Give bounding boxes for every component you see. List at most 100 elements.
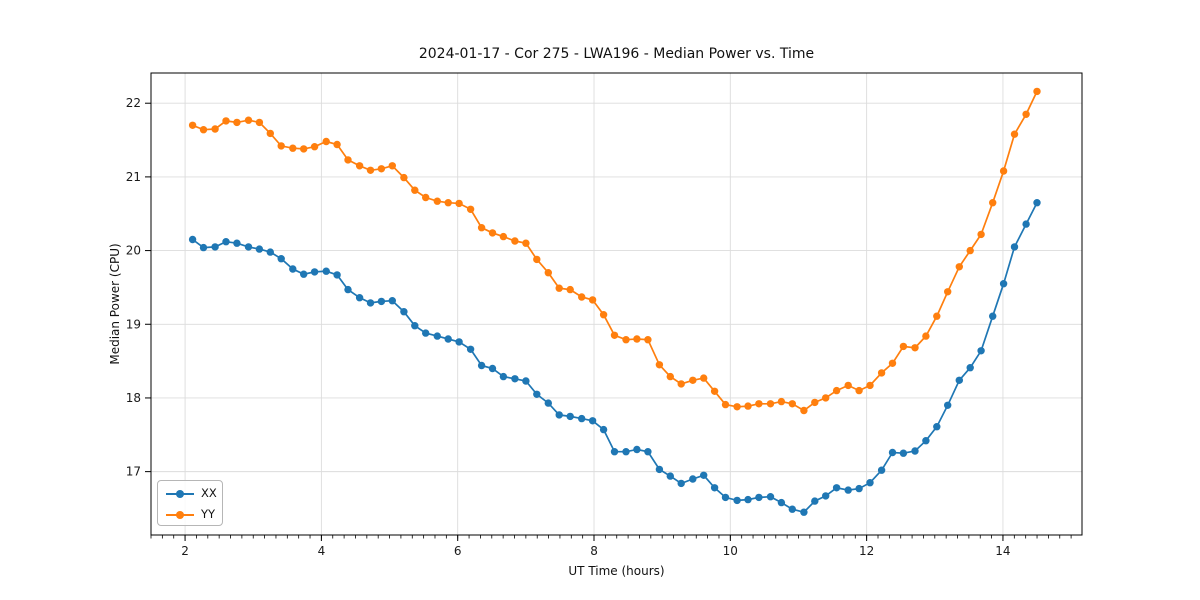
data-point-xx-44 (677, 479, 685, 488)
data-point-yy-49 (733, 403, 741, 411)
data-point-xx-35 (578, 414, 586, 423)
data-point-xx-62 (877, 466, 886, 474)
data-point-yy-18 (388, 162, 396, 170)
data-point-xx-47 (710, 484, 719, 492)
data-point-xx-58 (832, 484, 841, 492)
data-point-yy-12 (322, 137, 330, 146)
data-point-yy-36 (588, 296, 597, 304)
legend-swatch-yy (166, 510, 194, 520)
data-point-yy-61 (866, 381, 874, 390)
data-point-xx-12 (322, 267, 330, 275)
data-point-yy-76 (1033, 87, 1041, 96)
data-point-yy-33 (555, 284, 563, 292)
data-point-yy-24 (455, 199, 463, 208)
data-point-yy-8 (277, 142, 285, 150)
data-point-yy-9 (289, 144, 297, 152)
data-point-yy-41 (644, 336, 652, 344)
data-point-xx-27 (488, 364, 497, 373)
data-point-xx-15 (355, 294, 364, 302)
data-point-yy-67 (933, 312, 941, 320)
data-point-xx-60 (855, 484, 863, 493)
data-point-yy-16 (366, 166, 375, 174)
data-point-xx-31 (533, 390, 541, 398)
data-point-xx-9 (289, 265, 297, 273)
data-point-xx-34 (566, 412, 574, 421)
data-point-yy-37 (599, 311, 608, 319)
data-point-yy-10 (300, 145, 308, 153)
data-point-yy-73 (999, 167, 1008, 175)
y-tick-label-21: 21 (126, 170, 141, 184)
data-point-yy-4 (233, 118, 241, 127)
data-point-xx-52 (766, 493, 775, 501)
data-point-xx-32 (544, 399, 552, 407)
data-point-yy-47 (710, 387, 719, 395)
data-point-yy-60 (855, 386, 863, 395)
data-point-xx-54 (788, 505, 796, 513)
y-tick-label-19: 19 (126, 317, 141, 331)
data-point-yy-57 (822, 394, 830, 402)
data-point-xx-74 (1010, 243, 1019, 251)
data-point-yy-19 (400, 173, 408, 182)
x-tick-label-6: 6 (454, 544, 462, 558)
data-point-yy-45 (689, 376, 697, 384)
data-point-xx-21 (422, 329, 430, 337)
data-point-xx-10 (300, 270, 308, 278)
data-point-yy-27 (488, 229, 497, 237)
data-point-xx-1 (199, 243, 208, 252)
x-tick-label-8: 8 (590, 544, 598, 558)
data-point-yy-58 (832, 386, 841, 395)
data-point-xx-3 (222, 238, 230, 246)
data-point-yy-55 (800, 406, 808, 415)
data-point-yy-69 (955, 263, 963, 271)
data-point-yy-7 (266, 129, 274, 138)
data-point-xx-57 (822, 492, 830, 500)
data-point-xx-51 (755, 493, 763, 502)
data-point-xx-22 (433, 332, 441, 340)
data-point-yy-40 (633, 335, 641, 343)
data-point-xx-4 (233, 239, 241, 247)
data-point-yy-2 (211, 125, 219, 133)
data-point-xx-24 (455, 338, 463, 346)
data-point-xx-67 (933, 423, 941, 431)
data-point-yy-30 (522, 239, 530, 247)
legend: XX YY (157, 480, 223, 526)
data-point-xx-41 (644, 448, 652, 456)
data-point-xx-23 (444, 335, 452, 343)
data-point-xx-71 (977, 347, 985, 355)
data-point-xx-64 (899, 449, 908, 457)
data-point-yy-20 (411, 186, 419, 194)
data-point-yy-66 (922, 332, 930, 340)
data-point-yy-70 (966, 246, 974, 255)
data-point-yy-72 (989, 199, 997, 207)
data-point-xx-8 (277, 255, 285, 263)
data-point-yy-25 (466, 205, 475, 213)
y-tick-label-20: 20 (126, 244, 141, 258)
data-point-xx-36 (588, 417, 597, 425)
x-tick-label-2: 2 (181, 544, 189, 558)
data-point-yy-48 (721, 400, 730, 409)
data-point-xx-20 (411, 322, 419, 330)
chart-title: 2024-01-17 - Cor 275 - LWA196 - Median P… (418, 46, 815, 62)
data-point-yy-31 (533, 255, 541, 264)
x-tick-label-4: 4 (318, 544, 326, 558)
data-point-yy-0 (188, 121, 197, 129)
data-point-xx-45 (689, 475, 697, 483)
data-point-yy-68 (944, 288, 952, 296)
data-point-yy-53 (777, 397, 786, 406)
data-point-yy-54 (788, 400, 796, 408)
series-line-xx (192, 202, 1038, 514)
data-point-xx-66 (922, 437, 930, 445)
data-point-xx-38 (610, 448, 619, 456)
data-point-yy-65 (911, 344, 919, 352)
data-point-yy-5 (244, 116, 253, 124)
data-point-yy-21 (422, 193, 430, 202)
x-tick-label-14: 14 (995, 544, 1010, 558)
data-point-yy-28 (499, 232, 508, 241)
data-point-yy-38 (610, 331, 619, 339)
data-point-xx-0 (188, 235, 197, 244)
data-point-yy-62 (877, 369, 886, 377)
legend-label-yy: YY (201, 506, 216, 521)
data-point-yy-32 (544, 269, 552, 277)
legend-item-xx: XX (158, 483, 222, 504)
